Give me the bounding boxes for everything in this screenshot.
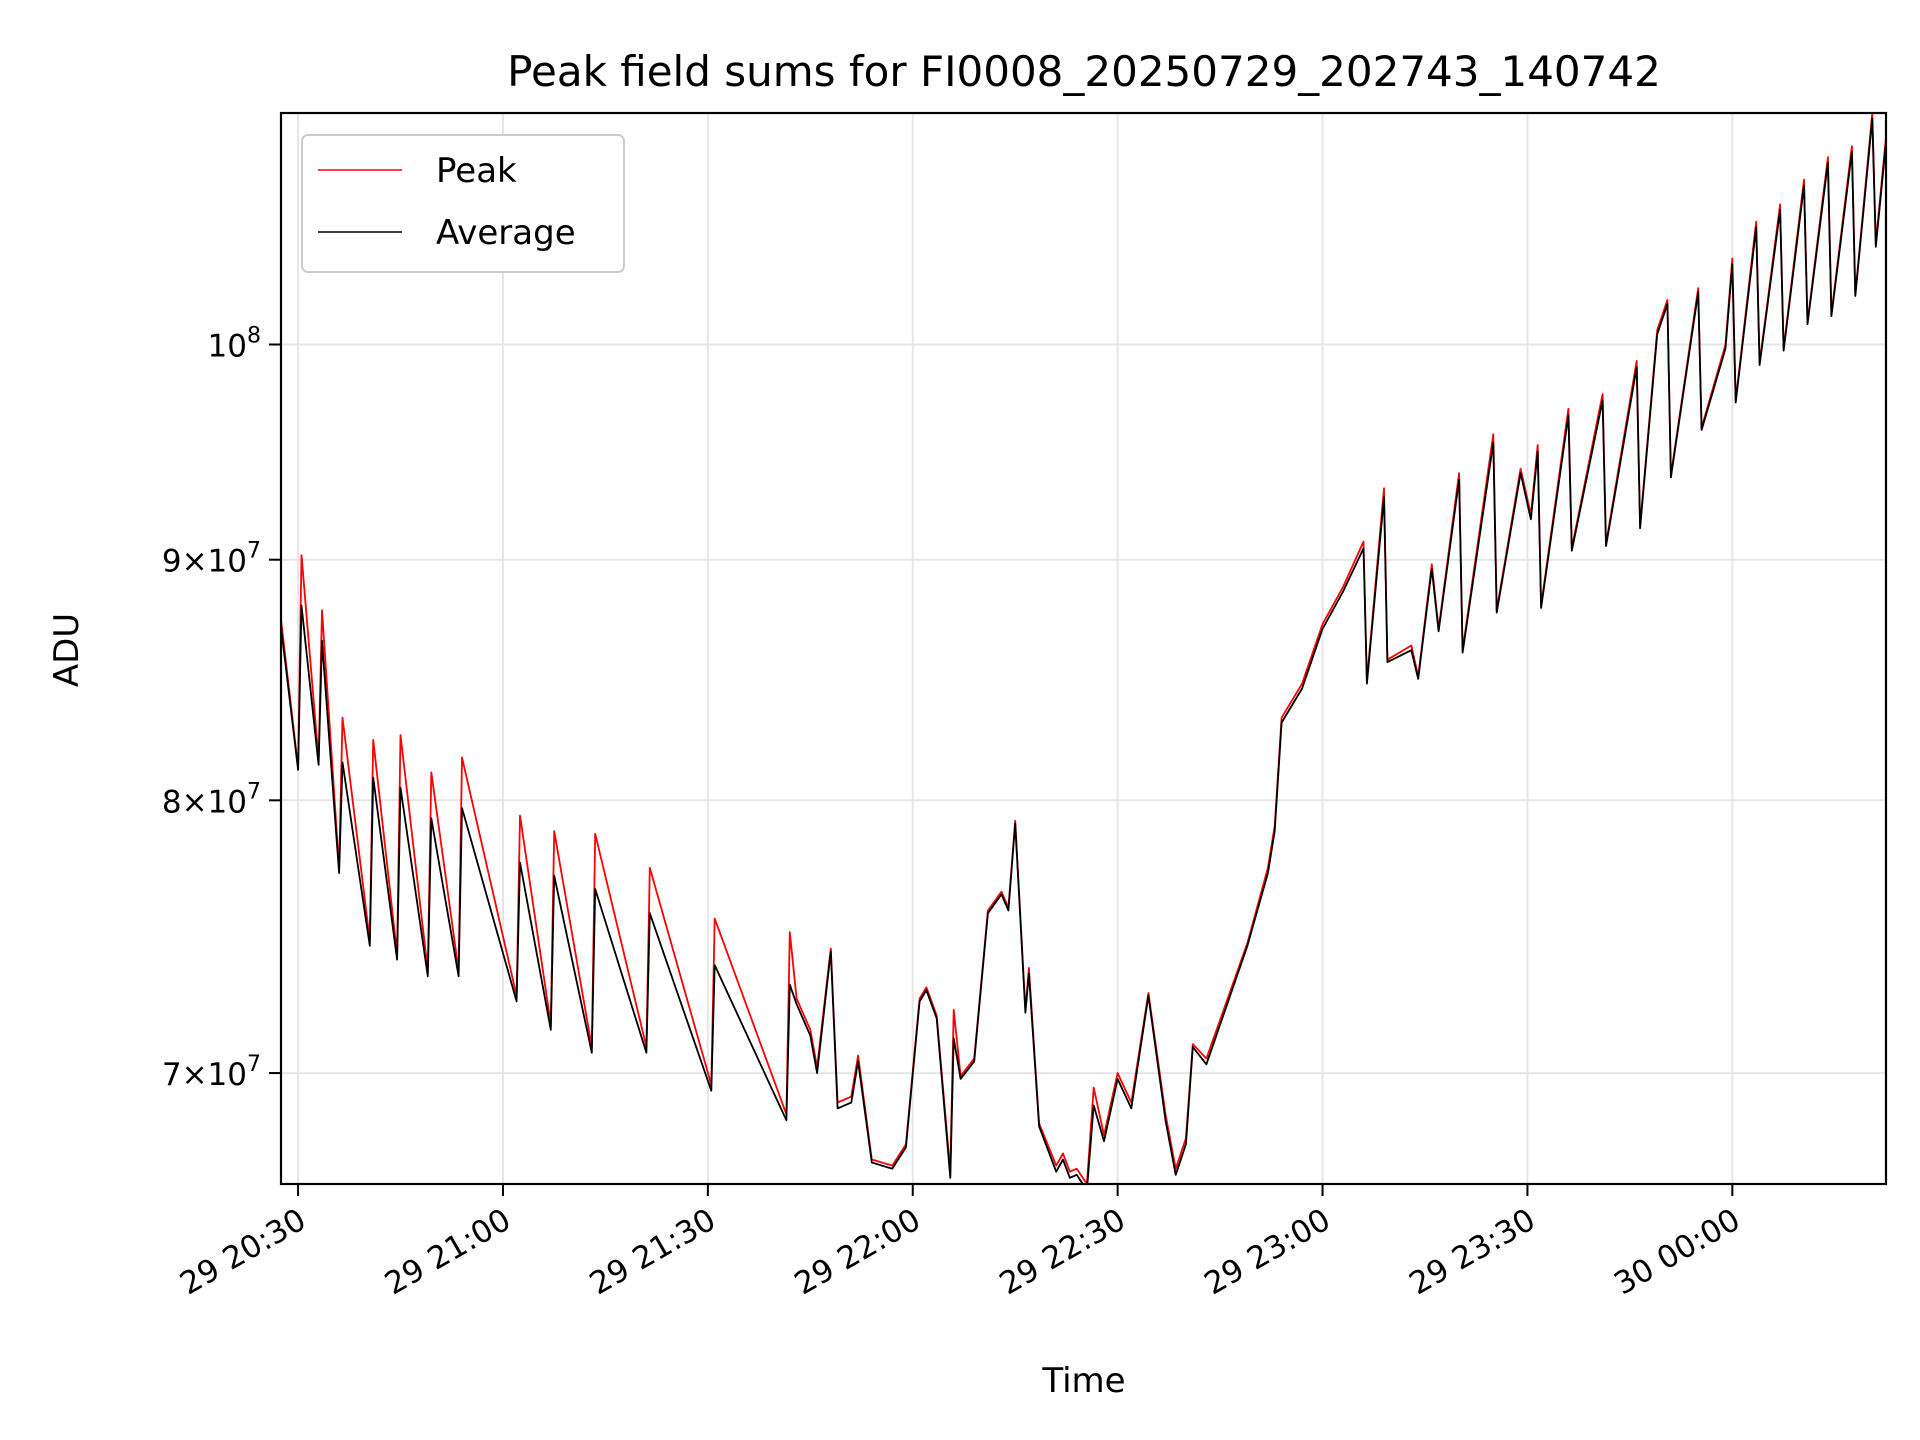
y-tick-times: × — [182, 1057, 208, 1093]
y-tick-base: 10 — [208, 1057, 247, 1093]
x-tick-label: 29 20:30 — [174, 1202, 312, 1302]
y-tick-exponent: 8 — [247, 323, 261, 348]
y-tick-base: 10 — [208, 544, 247, 580]
y-tick-times: × — [182, 544, 208, 580]
y-tick-mantissa: 7 — [162, 1057, 182, 1093]
series-line-average — [281, 117, 1886, 1184]
chart-title: Peak field sums for FI0008_20250729_2027… — [507, 47, 1661, 96]
x-tick-label: 29 23:00 — [1198, 1202, 1336, 1302]
y-tick-exponent: 7 — [247, 539, 261, 564]
x-tick-label: 29 21:30 — [584, 1202, 722, 1302]
y-tick-times: × — [182, 784, 208, 820]
x-axis-ticks: 29 20:30 29 21:00 29 21:30 29 22:00 29 22:30… — [174, 1184, 1746, 1302]
x-tick-label: 30 00:00 — [1608, 1202, 1746, 1302]
y-axis-label: ADU — [47, 613, 87, 687]
legend: Peak Average — [301, 134, 625, 273]
y-tick-exponent: 7 — [247, 1052, 261, 1077]
legend-label-average: Average — [436, 213, 576, 253]
x-tick-label: 29 22:30 — [994, 1202, 1132, 1302]
legend-label-peak: Peak — [436, 151, 517, 191]
x-axis-label: Time — [1041, 1361, 1125, 1401]
y-tick-base: 10 — [208, 328, 247, 364]
x-tick-label: 29 22:00 — [789, 1202, 927, 1302]
x-tick-label: 29 21:00 — [379, 1202, 517, 1302]
series-line-peak — [281, 113, 1886, 1184]
y-tick-mantissa: 8 — [162, 784, 182, 820]
y-tick-label: 7×107 — [162, 1052, 261, 1093]
y-tick-base: 10 — [208, 784, 247, 820]
y-tick-label: 108 — [208, 323, 261, 364]
y-tick-mantissa: 9 — [162, 544, 182, 580]
plot-series — [281, 113, 1886, 1184]
y-tick-label: 8×107 — [162, 779, 261, 820]
y-tick-label: 9×107 — [162, 539, 261, 580]
y-tick-exponent: 7 — [247, 779, 261, 804]
grid — [281, 113, 1886, 1184]
plot-frame — [279, 111, 1888, 1186]
x-tick-label: 29 23:30 — [1403, 1202, 1541, 1302]
